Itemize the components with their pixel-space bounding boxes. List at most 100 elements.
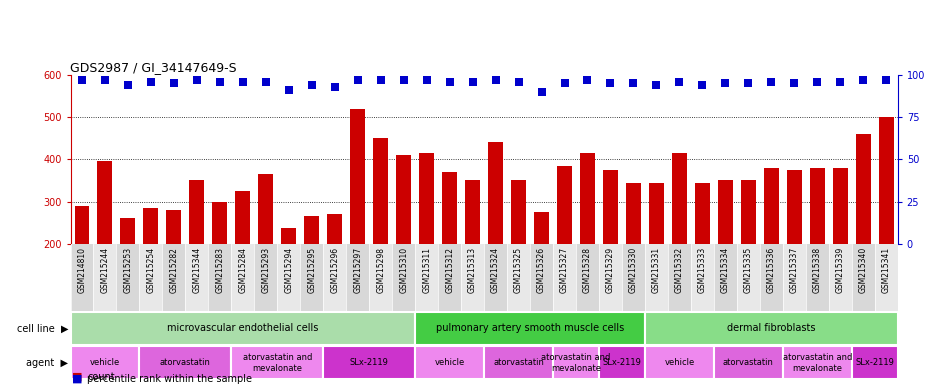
Bar — [323, 244, 346, 311]
Bar — [695, 183, 710, 328]
Bar — [668, 244, 691, 311]
Text: GSM215341: GSM215341 — [882, 247, 891, 293]
Point — [488, 77, 503, 83]
Text: agent  ▶: agent ▶ — [26, 358, 69, 368]
Text: GSM215330: GSM215330 — [629, 247, 638, 293]
Bar — [534, 212, 549, 328]
Text: SLx-2119: SLx-2119 — [350, 358, 388, 367]
Text: GSM215313: GSM215313 — [468, 247, 478, 293]
Text: GSM215339: GSM215339 — [836, 247, 845, 293]
Point — [603, 80, 618, 86]
Bar — [438, 244, 462, 311]
Text: GSM215326: GSM215326 — [537, 247, 546, 293]
Bar — [507, 244, 530, 311]
Text: GSM215338: GSM215338 — [813, 247, 822, 293]
Bar — [875, 244, 898, 311]
Point — [855, 77, 870, 83]
Point — [373, 77, 388, 83]
Text: vehicle: vehicle — [90, 358, 120, 367]
Bar — [580, 153, 595, 328]
Text: GSM215296: GSM215296 — [330, 247, 339, 293]
Text: vehicle: vehicle — [665, 358, 695, 367]
Bar — [209, 244, 231, 311]
Text: GSM215297: GSM215297 — [353, 247, 362, 293]
Bar — [484, 346, 553, 379]
Point — [809, 79, 824, 85]
Bar — [783, 244, 806, 311]
Text: SLx-2119: SLx-2119 — [603, 358, 641, 367]
Text: GSM215331: GSM215331 — [652, 247, 661, 293]
Text: GSM215298: GSM215298 — [376, 247, 385, 293]
Bar — [488, 142, 503, 328]
Bar — [833, 168, 848, 328]
Text: GSM215328: GSM215328 — [583, 247, 592, 293]
Bar — [718, 180, 733, 328]
Point — [305, 82, 320, 88]
Bar — [70, 244, 93, 311]
Bar — [645, 244, 668, 311]
Bar — [852, 244, 875, 311]
Bar — [806, 244, 829, 311]
Bar — [74, 206, 89, 328]
Bar — [622, 244, 645, 311]
Text: GSM215336: GSM215336 — [767, 247, 776, 293]
Point — [718, 80, 733, 86]
Bar — [465, 180, 480, 328]
Bar — [737, 244, 760, 311]
Bar — [419, 153, 434, 328]
Bar — [829, 244, 852, 311]
Text: atorvastatin: atorvastatin — [160, 358, 211, 367]
Point — [327, 84, 342, 90]
Bar — [484, 244, 507, 311]
Point — [166, 80, 181, 86]
Text: count: count — [87, 372, 115, 382]
Point — [879, 77, 894, 83]
Point — [74, 77, 89, 83]
Text: GSM215335: GSM215335 — [744, 247, 753, 293]
Bar — [231, 346, 323, 379]
Bar — [70, 346, 139, 379]
Bar — [599, 244, 622, 311]
Bar — [258, 174, 274, 328]
Bar — [255, 244, 277, 311]
Bar — [649, 183, 664, 328]
Text: atorvastatin and
mevalonate: atorvastatin and mevalonate — [243, 353, 312, 372]
Point — [626, 80, 641, 86]
Bar — [231, 244, 255, 311]
Bar — [369, 244, 392, 311]
Point — [212, 79, 227, 85]
Point — [695, 82, 710, 88]
Point — [465, 79, 480, 85]
Point — [189, 77, 204, 83]
Bar — [603, 170, 618, 328]
Text: cell line  ▶: cell line ▶ — [17, 323, 69, 333]
Text: GSM215294: GSM215294 — [284, 247, 293, 293]
Bar — [139, 346, 231, 379]
Point — [235, 79, 250, 85]
Text: GSM215284: GSM215284 — [239, 247, 247, 293]
Bar — [415, 312, 645, 345]
Point — [649, 82, 664, 88]
Bar — [672, 153, 687, 328]
Text: GSM215293: GSM215293 — [261, 247, 271, 293]
Point — [672, 79, 687, 85]
Text: GSM215244: GSM215244 — [101, 247, 109, 293]
Bar — [117, 244, 139, 311]
Point — [442, 79, 457, 85]
Text: GSM214810: GSM214810 — [77, 247, 86, 293]
Bar — [185, 244, 209, 311]
Bar — [327, 214, 342, 328]
Text: GDS2987 / GI_34147649-S: GDS2987 / GI_34147649-S — [70, 61, 237, 74]
Text: GSM215311: GSM215311 — [422, 247, 431, 293]
Text: ■: ■ — [72, 374, 83, 384]
Bar — [713, 346, 783, 379]
Bar — [212, 202, 227, 328]
Bar — [163, 244, 185, 311]
Text: GSM215329: GSM215329 — [606, 247, 615, 293]
Text: pulmonary artery smooth muscle cells: pulmonary artery smooth muscle cells — [436, 323, 624, 333]
Bar — [139, 244, 163, 311]
Bar — [645, 346, 713, 379]
Bar — [553, 244, 576, 311]
Text: ■: ■ — [72, 372, 83, 382]
Point — [281, 87, 296, 93]
